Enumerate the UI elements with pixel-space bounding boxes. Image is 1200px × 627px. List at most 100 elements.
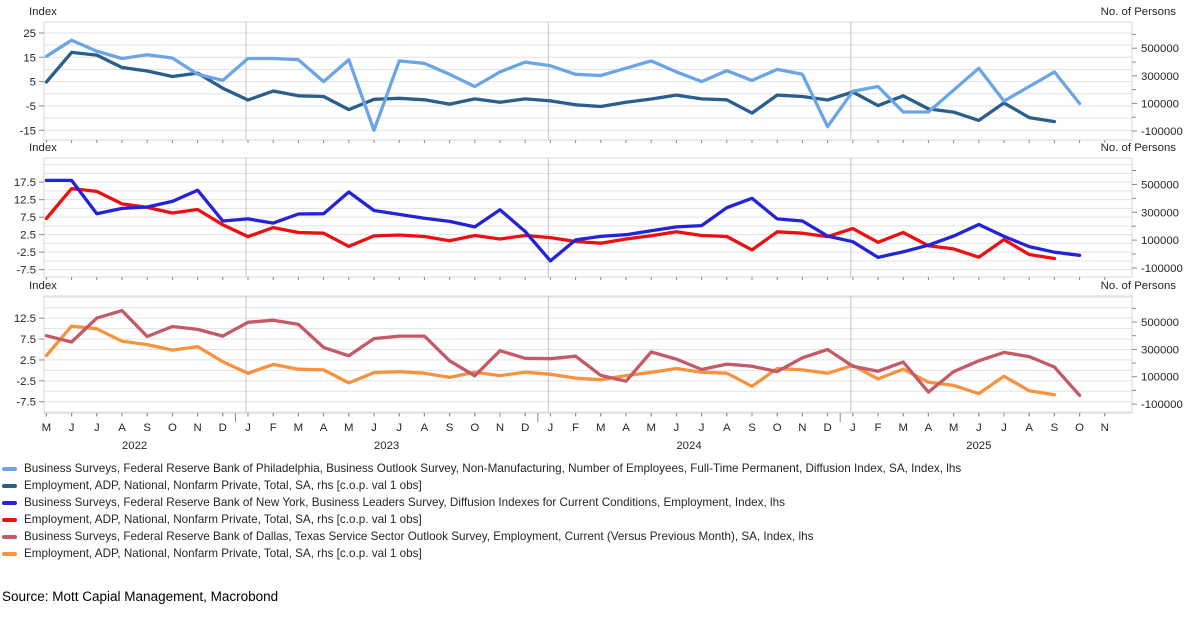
svg-text:N: N bbox=[798, 422, 806, 434]
source-note: Source: Mott Capial Management, Macrobon… bbox=[2, 589, 279, 604]
legend-item-label: Business Surveys, Federal Reserve Bank o… bbox=[24, 496, 785, 509]
series-color-swatch-icon bbox=[2, 534, 17, 539]
svg-text:A: A bbox=[925, 422, 933, 434]
svg-text:S: S bbox=[748, 422, 756, 434]
svg-text:S: S bbox=[143, 422, 151, 434]
svg-text:2022: 2022 bbox=[122, 440, 147, 452]
svg-text:500000: 500000 bbox=[1141, 317, 1179, 329]
legend-item-label: Business Surveys, Federal Reserve Bank o… bbox=[24, 530, 814, 543]
chart-canvas: 25 15 5 -5 -15 500000 300000 100000 -100000 Index… bbox=[14, 6, 1183, 452]
svg-text:7.5: 7.5 bbox=[20, 334, 36, 346]
svg-text:M: M bbox=[294, 422, 304, 434]
legend-item: Business Surveys, Federal Reserve Bank o… bbox=[2, 528, 1200, 545]
svg-text:O: O bbox=[470, 422, 479, 434]
svg-text:J: J bbox=[976, 422, 982, 434]
svg-text:J: J bbox=[699, 422, 705, 434]
svg-text:D: D bbox=[219, 422, 227, 434]
series-color-swatch-icon bbox=[2, 551, 17, 556]
svg-text:500000: 500000 bbox=[1141, 179, 1179, 191]
series-color-swatch-icon bbox=[2, 483, 17, 488]
svg-text:2023: 2023 bbox=[374, 440, 399, 452]
svg-text:N: N bbox=[193, 422, 201, 434]
svg-text:J: J bbox=[94, 422, 100, 434]
svg-text:J: J bbox=[1001, 422, 1007, 434]
svg-text:J: J bbox=[396, 422, 402, 434]
svg-text:J: J bbox=[371, 422, 377, 434]
series-color-swatch-icon bbox=[2, 466, 17, 471]
svg-text:-7.5: -7.5 bbox=[16, 397, 36, 409]
svg-text:N: N bbox=[1101, 422, 1109, 434]
svg-text:M: M bbox=[344, 422, 354, 434]
svg-text:-2.5: -2.5 bbox=[16, 376, 36, 388]
svg-text:15: 15 bbox=[23, 52, 36, 64]
svg-text:D: D bbox=[823, 422, 831, 434]
svg-text:12.5: 12.5 bbox=[14, 195, 36, 207]
svg-text:Index: Index bbox=[29, 142, 57, 154]
svg-text:2024: 2024 bbox=[676, 440, 701, 452]
svg-text:D: D bbox=[521, 422, 529, 434]
svg-text:Index: Index bbox=[29, 280, 57, 292]
svg-text:No. of Persons: No. of Persons bbox=[1101, 280, 1177, 292]
legend-item: Business Surveys, Federal Reserve Bank o… bbox=[2, 494, 1200, 511]
svg-text:-100000: -100000 bbox=[1141, 263, 1183, 275]
series-color-swatch-icon bbox=[2, 500, 17, 505]
svg-text:25: 25 bbox=[23, 28, 36, 40]
svg-text:100000: 100000 bbox=[1141, 235, 1179, 247]
svg-text:A: A bbox=[723, 422, 731, 434]
svg-text:J: J bbox=[548, 422, 554, 434]
svg-text:-5: -5 bbox=[26, 101, 36, 113]
svg-text:F: F bbox=[875, 422, 882, 434]
svg-text:M: M bbox=[646, 422, 656, 434]
series-color-swatch-icon bbox=[2, 517, 17, 522]
svg-text:J: J bbox=[245, 422, 251, 434]
svg-text:M: M bbox=[42, 422, 52, 434]
svg-text:300000: 300000 bbox=[1141, 344, 1179, 356]
svg-text:S: S bbox=[446, 422, 454, 434]
svg-text:2.5: 2.5 bbox=[20, 355, 36, 367]
svg-text:Index: Index bbox=[29, 6, 57, 18]
svg-text:O: O bbox=[773, 422, 782, 434]
svg-text:J: J bbox=[674, 422, 680, 434]
svg-text:2.5: 2.5 bbox=[20, 230, 36, 242]
svg-text:-100000: -100000 bbox=[1141, 399, 1183, 411]
svg-text:J: J bbox=[850, 422, 856, 434]
legend-item: Business Surveys, Federal Reserve Bank o… bbox=[2, 460, 1200, 477]
svg-text:A: A bbox=[118, 422, 126, 434]
svg-text:300000: 300000 bbox=[1141, 71, 1179, 83]
svg-text:300000: 300000 bbox=[1141, 207, 1179, 219]
legend-item-label: Business Surveys, Federal Reserve Bank o… bbox=[24, 462, 962, 475]
svg-text:N: N bbox=[496, 422, 504, 434]
svg-text:12.5: 12.5 bbox=[14, 313, 36, 325]
svg-text:M: M bbox=[596, 422, 606, 434]
svg-text:No. of Persons: No. of Persons bbox=[1101, 6, 1177, 18]
svg-text:7.5: 7.5 bbox=[20, 212, 36, 224]
svg-text:100000: 100000 bbox=[1141, 372, 1179, 384]
svg-text:-100000: -100000 bbox=[1141, 126, 1183, 138]
svg-text:F: F bbox=[270, 422, 277, 434]
svg-text:-15: -15 bbox=[20, 125, 36, 137]
svg-text:100000: 100000 bbox=[1141, 98, 1179, 110]
svg-text:A: A bbox=[622, 422, 630, 434]
svg-text:F: F bbox=[572, 422, 579, 434]
svg-text:A: A bbox=[1025, 422, 1033, 434]
svg-text:A: A bbox=[421, 422, 429, 434]
svg-text:2025: 2025 bbox=[966, 440, 991, 452]
svg-text:A: A bbox=[320, 422, 328, 434]
svg-text:M: M bbox=[898, 422, 908, 434]
legend-item: Employment, ADP, National, Nonfarm Priva… bbox=[2, 477, 1200, 494]
svg-text:O: O bbox=[1075, 422, 1084, 434]
svg-text:J: J bbox=[69, 422, 75, 434]
svg-text:-2.5: -2.5 bbox=[16, 247, 36, 259]
legend-item-label: Employment, ADP, National, Nonfarm Priva… bbox=[24, 513, 422, 526]
legend-item: Employment, ADP, National, Nonfarm Priva… bbox=[2, 511, 1200, 528]
svg-text:5: 5 bbox=[30, 77, 36, 89]
svg-text:500000: 500000 bbox=[1141, 43, 1179, 55]
svg-text:M: M bbox=[949, 422, 959, 434]
svg-text:17.5: 17.5 bbox=[14, 177, 36, 189]
svg-text:S: S bbox=[1051, 422, 1059, 434]
svg-text:No. of Persons: No. of Persons bbox=[1101, 142, 1177, 154]
svg-text:O: O bbox=[168, 422, 177, 434]
legend-item-label: Employment, ADP, National, Nonfarm Priva… bbox=[24, 479, 422, 492]
legend: Business Surveys, Federal Reserve Bank o… bbox=[2, 460, 1200, 562]
